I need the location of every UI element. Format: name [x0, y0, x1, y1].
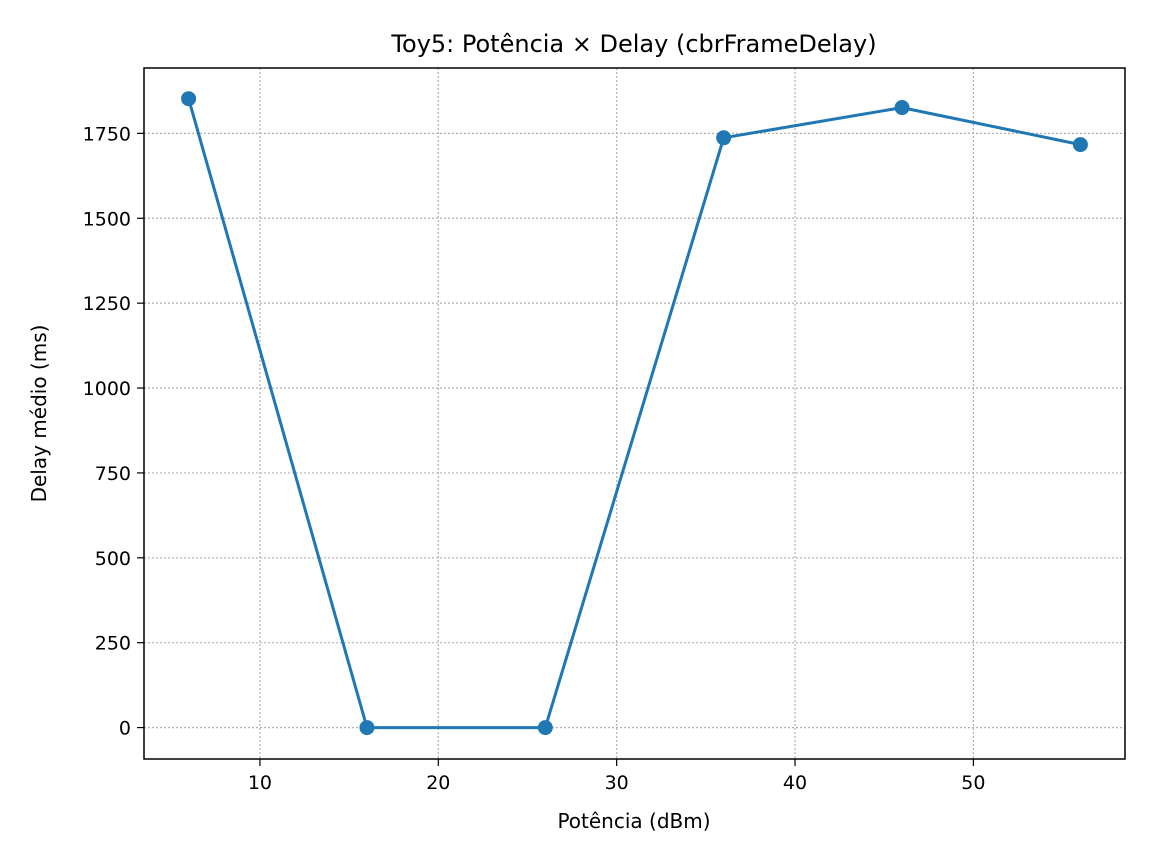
data-point [1072, 137, 1088, 153]
series-layer [181, 91, 1088, 736]
plot-area [143, 67, 1126, 760]
series-line [187, 98, 1081, 730]
y-tick-label: 1750 [83, 123, 131, 145]
data-point [359, 720, 375, 736]
y-axis: 0 250 500 750 1000 1250 1500 1750 [83, 123, 144, 740]
y-tick-label: 500 [95, 548, 131, 570]
y-axis-label: Delay médio (ms) [27, 325, 51, 503]
x-tick-label: 20 [426, 772, 450, 794]
chart-title: Toy5: Potência × Delay (cbrFrameDelay) [390, 30, 876, 58]
y-tick-label: 1250 [83, 293, 131, 315]
grid [144, 68, 1125, 759]
y-tick-label: 250 [95, 633, 131, 655]
x-axis: 10 20 30 40 50 [248, 759, 985, 794]
x-tick-label: 30 [605, 772, 629, 794]
y-tick-label: 1000 [83, 378, 131, 400]
x-axis-label: Potência (dBm) [557, 809, 710, 833]
x-tick-label: 50 [961, 772, 985, 794]
x-tick-label: 10 [248, 772, 272, 794]
y-tick-label: 1500 [83, 208, 131, 230]
y-tick-label: 0 [119, 718, 131, 740]
data-point [716, 130, 732, 146]
x-tick-label: 40 [783, 772, 807, 794]
data-point [894, 100, 910, 116]
y-tick-label: 750 [95, 463, 131, 485]
data-point [537, 720, 553, 736]
data-point [181, 91, 197, 107]
